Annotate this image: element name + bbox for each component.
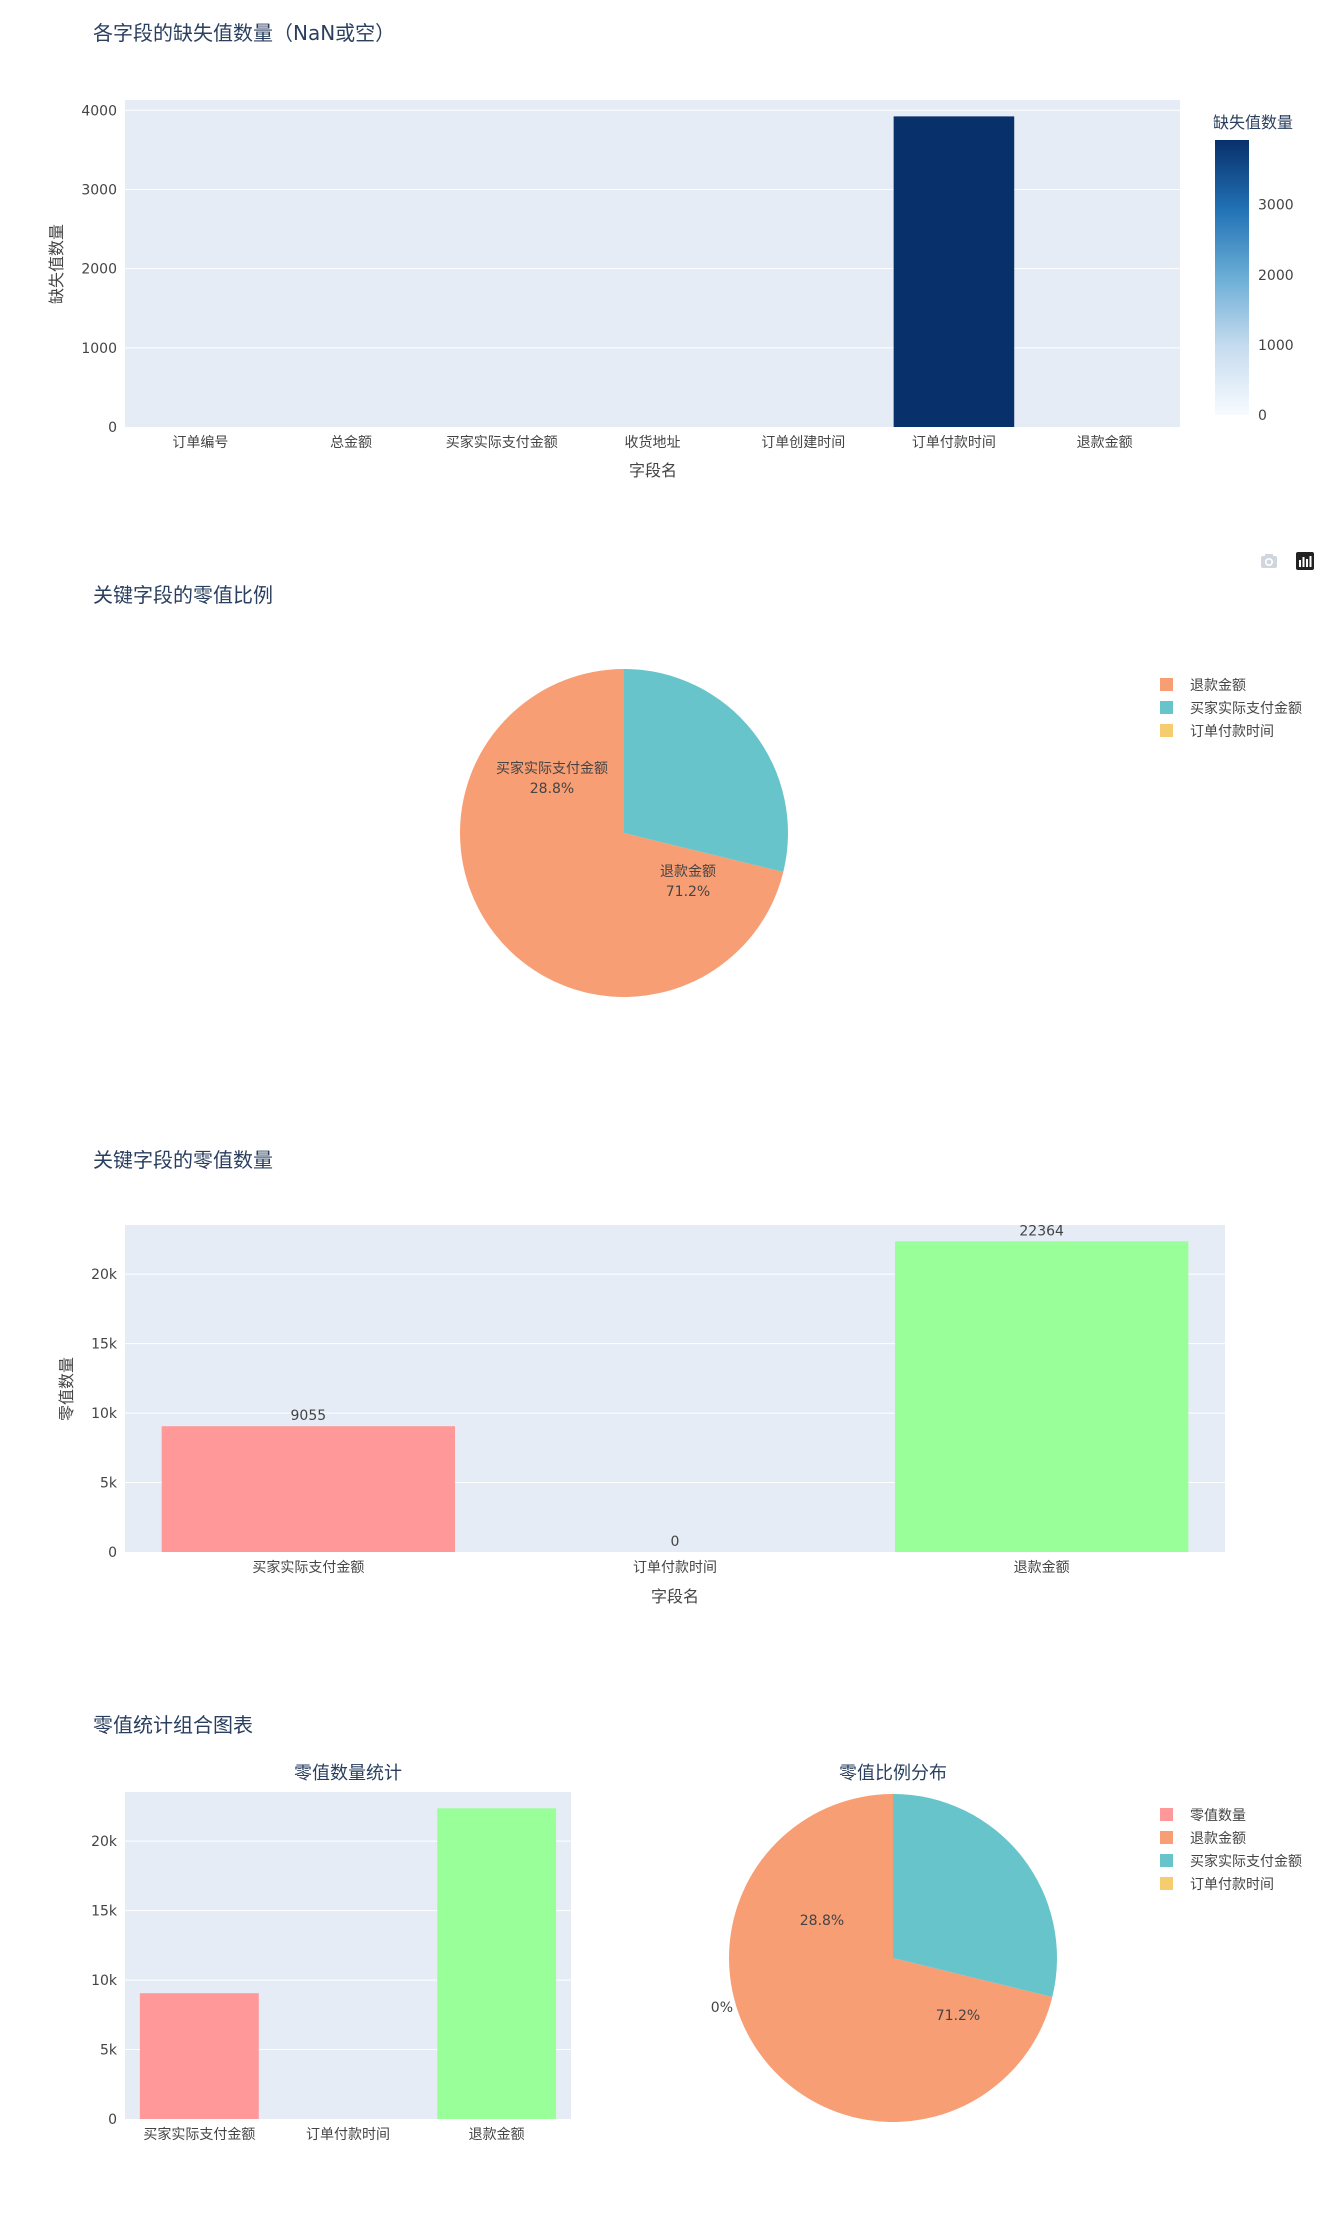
- x-tick-label: 买家实际支付金额: [252, 1559, 364, 1576]
- pie-slice-percent: 28.8%: [530, 781, 574, 797]
- y-axis-label: 零值数量: [57, 1357, 76, 1421]
- x-tick-label: 订单付款时间: [912, 435, 996, 451]
- x-tick-label: 买家实际支付金额: [143, 2126, 255, 2143]
- pie-slice-percent: 71.2%: [666, 884, 710, 900]
- chart-title: 关键字段的零值数量: [93, 1148, 273, 1172]
- y-tick-label: 1000: [81, 341, 117, 357]
- colorbar-title: 缺失值数量: [1213, 113, 1293, 132]
- y-tick-label: 20k: [91, 1267, 118, 1283]
- legend-swatch[interactable]: [1160, 701, 1173, 714]
- subplot-title-bar: 零值数量统计: [294, 1763, 402, 1784]
- y-tick-label: 15k: [91, 1337, 118, 1353]
- camera-icon[interactable]: [1258, 550, 1280, 572]
- y-tick-label: 3000: [81, 182, 117, 198]
- x-tick-label: 退款金额: [469, 2127, 525, 2143]
- x-tick-label: 退款金额: [1077, 435, 1133, 451]
- x-axis-label: 字段名: [629, 461, 677, 480]
- zero-bar-svg: 关键字段的零值数量 9055 0 22364 0 5k 10k 15k 20k 买家实际支付…: [57, 1148, 1225, 1606]
- subplot-title-pie: 零值比例分布: [839, 1763, 947, 1784]
- x-tick-label: 订单付款时间: [633, 1560, 717, 1576]
- x-tick-label: 收货地址: [625, 434, 681, 451]
- pie-slice[interactable]: [893, 1794, 1057, 1997]
- y-tick-label: 10k: [91, 1406, 118, 1422]
- modebar: [1258, 550, 1316, 572]
- y-tick-label: 5k: [100, 1476, 118, 1492]
- colorbar-tick-label: 3000: [1258, 198, 1294, 214]
- figure-zero-pie: 关键字段的零值比例 退款金额 71.2% 买家实际支付金额 28.8% 退款金额 买家实…: [0, 560, 1341, 1100]
- y-axis-label: 缺失值数量: [47, 224, 66, 304]
- bar[interactable]: [161, 1426, 455, 1552]
- colorbar-tick-label: 0: [1258, 408, 1267, 424]
- plot-area: [125, 100, 1180, 427]
- pie-slice-percent: 71.2%: [936, 2008, 980, 2024]
- pie-slice[interactable]: [624, 669, 788, 872]
- y-tick-label: 4000: [81, 103, 117, 119]
- figure-combo: 零值统计组合图表 零值数量统计 零值比例分布 0 5k 10k 15k 20k 买家实际…: [0, 1690, 1341, 2230]
- colorbar-tick-label: 2000: [1258, 268, 1294, 284]
- legend-swatch[interactable]: [1160, 678, 1173, 691]
- chart-title: 零值统计组合图表: [93, 1713, 253, 1737]
- bar-value-label: 0: [671, 1534, 680, 1550]
- bar[interactable]: [139, 1993, 259, 2119]
- figure-missing-values: 各字段的缺失值数量（NaN或空） 0 1000 2000 3000 4000 订单编号 总…: [0, 0, 1341, 520]
- x-tick-label: 订单编号: [172, 435, 228, 451]
- x-axis-label: 字段名: [651, 1587, 699, 1606]
- legend-swatch[interactable]: [1160, 1808, 1173, 1821]
- missing-values-svg: 各字段的缺失值数量（NaN或空） 0 1000 2000 3000 4000 订单编号 总…: [47, 21, 1294, 480]
- bar[interactable]: [895, 1241, 1189, 1552]
- x-tick-label: 订单付款时间: [306, 2127, 390, 2143]
- legend-label[interactable]: 买家实际支付金额: [1190, 1853, 1302, 1870]
- legend-swatch[interactable]: [1160, 1877, 1173, 1890]
- y-tick-label: 10k: [91, 1973, 118, 1989]
- legend-label[interactable]: 零值数量: [1190, 1808, 1246, 1824]
- legend-label[interactable]: 买家实际支付金额: [1190, 700, 1302, 717]
- colorbar-tick-label: 1000: [1258, 338, 1294, 354]
- pie-slice-percent: 0%: [711, 2000, 733, 2016]
- legend-swatch[interactable]: [1160, 724, 1173, 737]
- y-tick-label: 15k: [91, 1904, 118, 1920]
- chart-title: 关键字段的零值比例: [93, 583, 273, 607]
- legend-label[interactable]: 订单付款时间: [1190, 724, 1274, 740]
- x-tick-label: 订单创建时间: [761, 435, 845, 451]
- bar-value-label: 22364: [1019, 1223, 1064, 1239]
- pie-slice-label: 退款金额: [660, 864, 716, 880]
- y-tick-label: 0: [108, 420, 117, 436]
- legend-label[interactable]: 退款金额: [1190, 1831, 1246, 1847]
- x-tick-label: 退款金额: [1014, 1560, 1070, 1576]
- pie-slice-label: 买家实际支付金额: [496, 760, 608, 777]
- pie-slice[interactable]: [459, 669, 784, 997]
- legend-swatch[interactable]: [1160, 1854, 1173, 1867]
- pie-slice-percent: 28.8%: [800, 1913, 844, 1929]
- bar[interactable]: [437, 1808, 557, 2119]
- combo-svg: 零值统计组合图表 零值数量统计 零值比例分布 0 5k 10k 15k 20k 买家实际…: [91, 1713, 1302, 2143]
- legend-label[interactable]: 退款金额: [1190, 678, 1246, 694]
- y-tick-label: 20k: [91, 1834, 118, 1850]
- chart-title: 各字段的缺失值数量（NaN或空）: [93, 21, 395, 45]
- pie-slice[interactable]: [728, 1794, 1053, 2122]
- legend-swatch[interactable]: [1160, 1831, 1173, 1844]
- y-tick-label: 2000: [81, 262, 117, 278]
- bar[interactable]: [893, 116, 1015, 427]
- figure-zero-bar: 关键字段的零值数量 9055 0 22364 0 5k 10k 15k 20k 买家实际支付…: [0, 1125, 1341, 1665]
- plotly-logo-icon[interactable]: [1294, 550, 1316, 572]
- bar-value-label: 9055: [291, 1408, 327, 1424]
- y-tick-label: 5k: [100, 2043, 118, 2059]
- x-tick-label: 总金额: [330, 435, 372, 451]
- y-tick-label: 0: [108, 2112, 117, 2128]
- y-tick-label: 0: [108, 1545, 117, 1561]
- colorbar: [1215, 140, 1249, 415]
- x-tick-label: 买家实际支付金额: [446, 434, 558, 451]
- legend-label[interactable]: 订单付款时间: [1190, 1877, 1274, 1893]
